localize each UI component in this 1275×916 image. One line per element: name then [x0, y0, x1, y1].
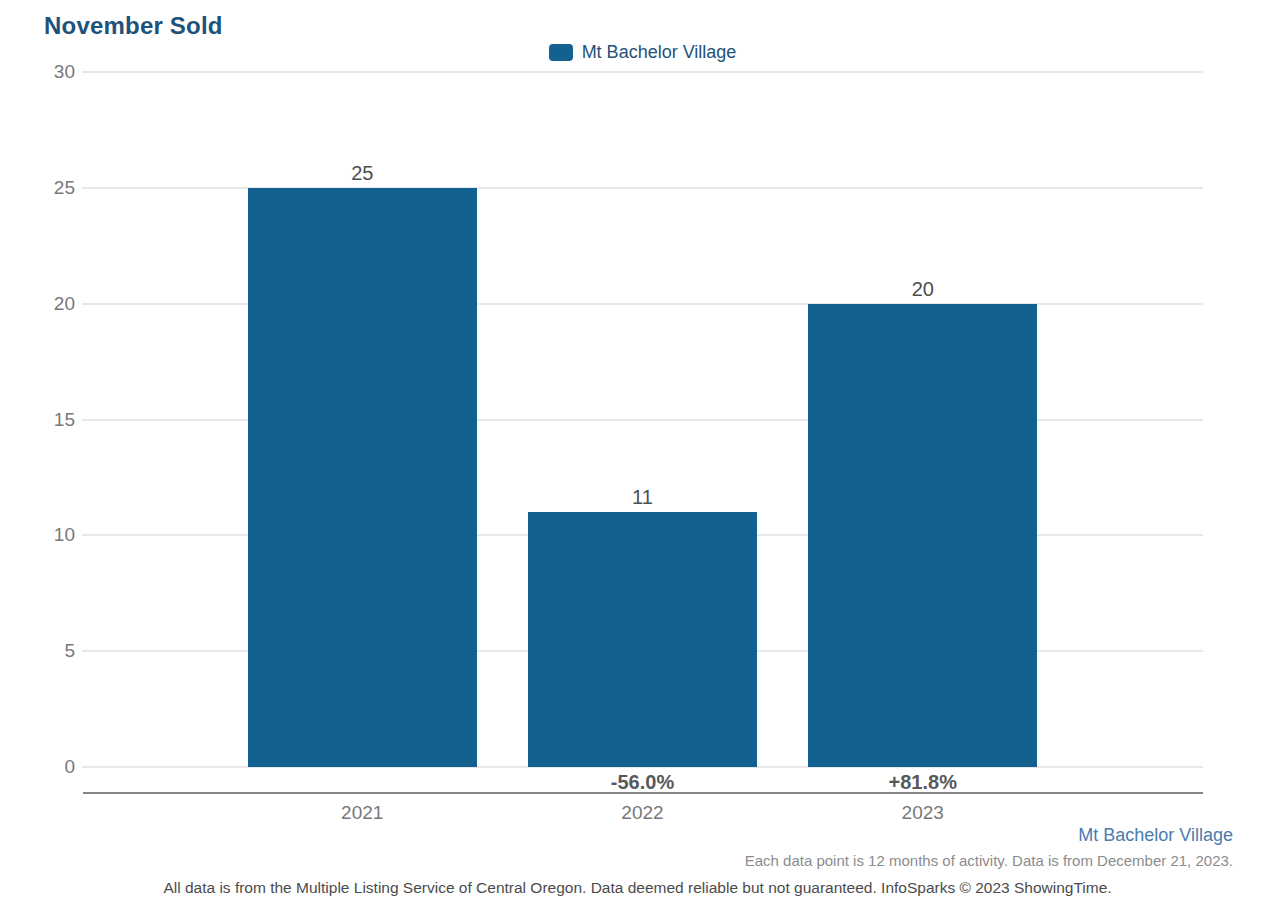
y-axis-tick-label: 20	[28, 293, 75, 315]
x-axis-category-label: 2022	[528, 802, 757, 824]
mls-disclaimer: All data is from the Multiple Listing Se…	[0, 879, 1275, 897]
bar-2022[interactable]	[528, 512, 757, 767]
y-axis-tick-label: 10	[28, 524, 75, 546]
y-axis-tick-label: 0	[28, 756, 75, 778]
bar-2023[interactable]	[808, 304, 1037, 767]
infosparks-chart-page: November Sold Mt Bachelor Village 051015…	[0, 0, 1275, 916]
bar-chart-plot-area: 0 5 10 15 20 25 30 25 2021 11 -56.0% 2022 20 +81.8% 20…	[0, 0, 1275, 916]
y-axis-tick-label: 30	[28, 61, 75, 83]
x-axis-category-label: 2021	[248, 802, 477, 824]
bar-value-label: 20	[808, 277, 1037, 301]
data-period-note: Each data point is 12 months of activity…	[745, 852, 1233, 869]
y-axis-tick-label: 25	[28, 177, 75, 199]
y-axis-tick-label: 15	[28, 409, 75, 431]
percent-change-label: +81.8%	[808, 771, 1037, 793]
bar-value-label: 11	[528, 485, 757, 509]
series-footer-label[interactable]: Mt Bachelor Village	[1078, 825, 1233, 846]
bar-2021[interactable]	[248, 188, 477, 767]
bar-value-label: 25	[248, 161, 477, 185]
y-gridline	[82, 71, 1203, 73]
percent-change-label: -56.0%	[528, 771, 757, 793]
x-axis-line	[83, 792, 1203, 794]
y-axis-tick-label: 5	[28, 640, 75, 662]
x-axis-category-label: 2023	[808, 802, 1037, 824]
